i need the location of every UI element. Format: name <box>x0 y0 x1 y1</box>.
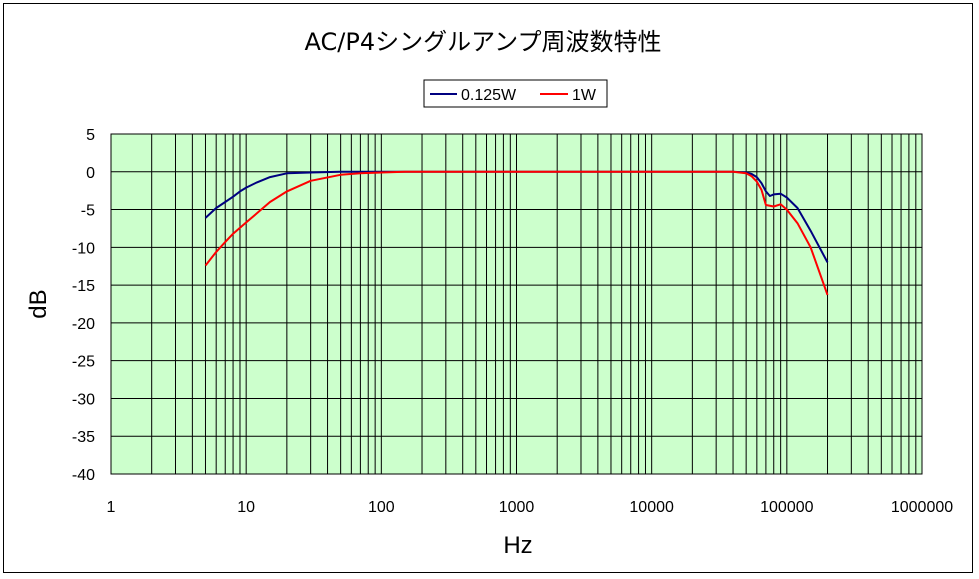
y-tick-label: -30 <box>72 391 95 408</box>
y-tick-label: 5 <box>86 127 95 144</box>
x-tick-label: 100000 <box>760 499 813 516</box>
x-tick-label: 1000000 <box>891 499 953 516</box>
y-tick-labels: 5 0 -5 -10 -15 -20 -25 -30 -35 -40 <box>72 127 95 484</box>
y-tick-label: -40 <box>72 467 95 484</box>
x-tick-label: 1 <box>107 499 116 516</box>
legend-label-1w: 1W <box>572 87 597 104</box>
series-lines <box>204 170 829 296</box>
y-axis-label: dB <box>25 289 52 318</box>
y-tick-label: -25 <box>72 354 95 371</box>
x-tick-labels: 1 10 100 1000 10000 100000 1000000 <box>107 499 954 516</box>
series-line-1w <box>204 170 829 296</box>
x-axis-label: Hz <box>503 532 532 559</box>
legend-label-0125w: 0.125W <box>461 87 517 104</box>
y-tick-label: -15 <box>72 278 95 295</box>
y-tick-label: -20 <box>72 316 95 333</box>
y-tick-label: -10 <box>72 240 95 257</box>
x-tick-label: 10 <box>237 499 255 516</box>
x-tick-label: 100 <box>368 499 395 516</box>
y-tick-label: 0 <box>86 165 95 182</box>
x-tick-label: 1000 <box>499 499 535 516</box>
x-tick-label: 10000 <box>629 499 674 516</box>
chart-title: AC/P4シングルアンプ周波数特性 <box>305 28 662 56</box>
plot-border <box>110 133 923 475</box>
y-tick-label: -5 <box>81 203 95 220</box>
legend: 0.125W 1W <box>423 79 608 108</box>
y-tick-label: -35 <box>72 429 95 446</box>
